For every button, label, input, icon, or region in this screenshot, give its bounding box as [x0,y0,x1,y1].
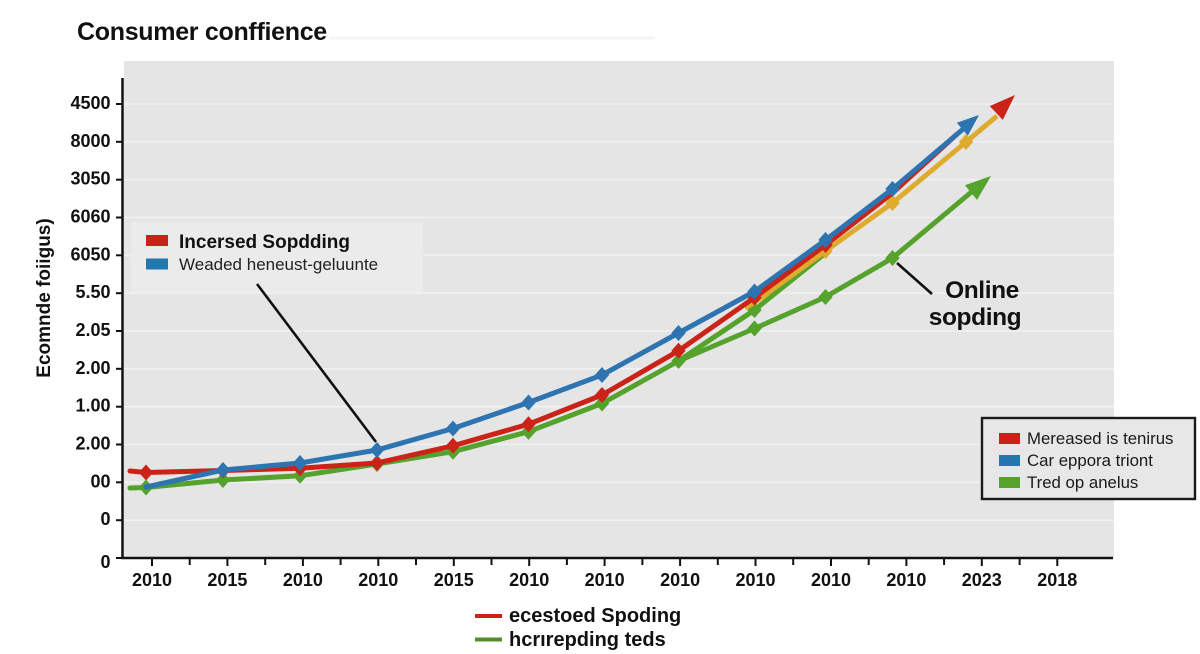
svg-text:Weaded heneust-geluunte: Weaded heneust-geluunte [179,255,378,274]
svg-text:2010: 2010 [811,570,851,590]
svg-text:2010: 2010 [283,570,323,590]
svg-text:2010: 2010 [509,570,549,590]
svg-text:4500: 4500 [70,93,110,113]
svg-text:2018: 2018 [1037,570,1077,590]
svg-text:5.50: 5.50 [75,282,110,302]
svg-text:8000: 8000 [70,131,110,151]
svg-text:hcrırepding teds: hcrırepding teds [509,629,666,651]
svg-text:2010: 2010 [132,570,172,590]
svg-text:Incersed Sopdding: Incersed Sopdding [179,232,350,253]
svg-text:Online: Online [945,277,1019,304]
svg-text:Car eppora triont: Car eppora triont [1027,451,1153,470]
svg-text:00: 00 [90,471,110,491]
svg-text:ecestoed Spoding: ecestoed Spoding [509,605,681,627]
svg-text:2.05: 2.05 [75,320,110,340]
svg-text:6050: 6050 [70,244,110,264]
svg-text:0: 0 [100,552,110,572]
svg-text:2015: 2015 [434,570,474,590]
svg-text:6060: 6060 [70,207,110,227]
svg-text:0: 0 [100,509,110,529]
svg-text:2010: 2010 [585,570,625,590]
svg-text:2.00: 2.00 [75,358,110,378]
svg-text:sopding: sopding [929,304,1021,331]
svg-text:1.00: 1.00 [75,396,110,416]
svg-text:2.00: 2.00 [75,434,110,454]
svg-text:2010: 2010 [735,570,775,590]
svg-text:Tred op anelus: Tred op anelus [1027,473,1138,492]
svg-text:Mereased is tenirus: Mereased is tenirus [1027,429,1173,448]
svg-text:2010: 2010 [886,570,926,590]
svg-text:2015: 2015 [207,570,247,590]
svg-text:2010: 2010 [660,570,700,590]
svg-text:3050: 3050 [70,169,110,189]
svg-text:2023: 2023 [962,570,1002,590]
svg-text:2010: 2010 [358,570,398,590]
